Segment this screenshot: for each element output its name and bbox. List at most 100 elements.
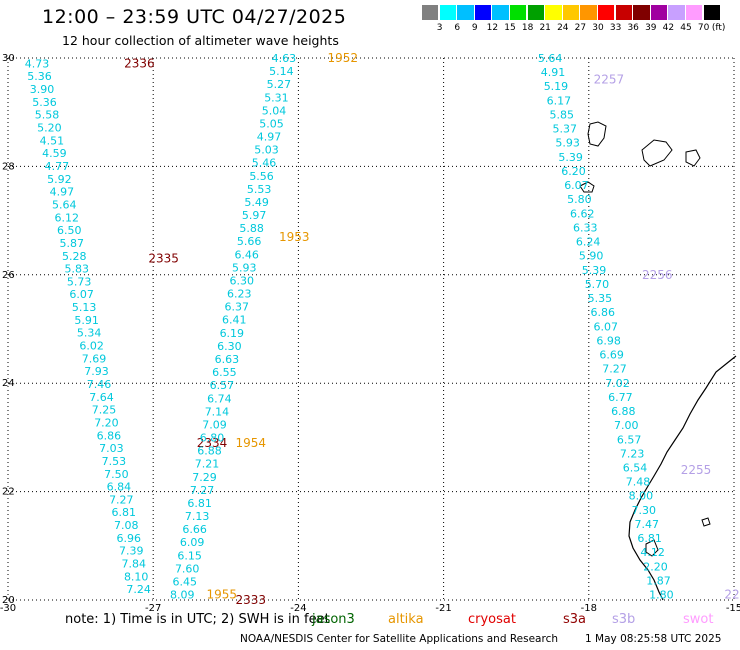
legend-label: 15	[504, 23, 516, 33]
wave-height-value: 7.46	[87, 378, 112, 391]
wave-height-value: 5.64	[538, 52, 563, 65]
wave-height-value: 6.07	[564, 179, 589, 192]
wave-height-value: 5.93	[555, 137, 580, 150]
wave-height-value: 7.24	[126, 583, 151, 596]
wave-height-value: 5.36	[32, 96, 57, 109]
wave-height-value: 6.84	[107, 481, 132, 494]
canary-island-1	[587, 121, 607, 147]
lon-tick-label: -24	[290, 603, 306, 614]
wave-height-value: 5.05	[259, 117, 284, 130]
lat-tick-label: 28	[2, 161, 15, 172]
legend-label: 33	[609, 23, 622, 33]
wave-height-value: 6.57	[617, 433, 642, 446]
legend-label: 24	[557, 23, 569, 33]
wave-height-value: 7.50	[104, 468, 129, 481]
legend-label: 36	[627, 23, 639, 33]
wave-height-value: 5.36	[27, 70, 52, 83]
pass-time-label: 2336	[124, 56, 155, 70]
lon-tick-label: -18	[581, 603, 597, 614]
wave-height-value: 7.23	[620, 447, 645, 460]
legend-label: 6	[454, 23, 461, 33]
satellite-jason3: jason3	[312, 612, 355, 627]
wave-height-value: 5.46	[252, 157, 277, 170]
lat-lon-grid	[7, 57, 735, 601]
canary-island-4	[579, 181, 595, 193]
canary-island-2	[641, 139, 673, 167]
legend-swatch	[545, 5, 562, 20]
wave-height-value: 7.47	[635, 518, 660, 531]
wave-height-value: 5.39	[558, 151, 583, 164]
wave-height-value: 6.15	[177, 549, 202, 562]
pass-time-label: 2255	[681, 463, 712, 477]
wave-height-value: 6.41	[222, 314, 247, 327]
wave-height-value: 7.27	[190, 484, 215, 497]
wave-height-value: 5.31	[264, 91, 289, 104]
wave-height-value: 5.58	[35, 109, 60, 122]
pass-time-label: 2333	[235, 593, 266, 607]
wave-height-value: 7.53	[102, 455, 127, 468]
wave-height-value: 7.02	[605, 377, 630, 390]
legend-swatch	[474, 5, 492, 20]
legend-swatch	[650, 5, 668, 20]
legend-label: 45	[680, 23, 692, 33]
pass-time-label: 2254	[724, 588, 740, 602]
satellite-s3b: s3b	[612, 612, 636, 627]
wave-height-value: 5.91	[74, 314, 99, 327]
wave-height-value: 4.97	[50, 186, 75, 199]
wave-height-value: 5.37	[552, 123, 577, 136]
wave-height-value: 5.70	[585, 278, 610, 291]
wave-height-value: 6.63	[215, 353, 240, 366]
wave-height-value: 6.30	[229, 274, 254, 287]
wave-height-value: 6.69	[599, 349, 624, 362]
wave-height-value: 8.00	[629, 490, 654, 503]
satellite-s3a: s3a	[563, 612, 587, 627]
wave-height-value: 6.98	[596, 334, 621, 347]
wave-height-value: 3.90	[30, 83, 55, 96]
wave-height-value: 4.91	[541, 66, 566, 79]
wave-height-value: 6.80	[200, 432, 225, 445]
wave-height-value: 7.69	[82, 352, 107, 365]
wave-height-value: 5.88	[239, 222, 264, 235]
wave-height-value: 5.53	[247, 183, 272, 196]
wave-height-value: 5.73	[67, 275, 92, 288]
wave-height-value: 5.20	[37, 122, 62, 135]
wave-height-value: 6.74	[207, 392, 232, 405]
canary-island-3	[685, 149, 701, 167]
lon-tick-label: -15	[726, 603, 740, 614]
pass-time-label: 2256	[642, 268, 673, 282]
legend-swatch	[510, 5, 527, 20]
wave-height-value: 5.27	[267, 78, 292, 91]
legend-swatch	[439, 5, 456, 20]
wave-height-value: 4.97	[257, 131, 282, 144]
wave-height-value: 5.56	[249, 170, 274, 183]
footer-note: note: 1) Time is in UTC; 2) SWH is in fe…	[65, 612, 330, 627]
wave-height-value: 7.09	[202, 418, 227, 431]
wave-height-value: 6.02	[79, 340, 104, 353]
wave-height-value: 8.10	[124, 570, 149, 583]
page-title: 12:00 – 23:59 UTC 04/27/2025	[42, 6, 347, 28]
wave-height-value: 5.04	[262, 104, 287, 117]
wave-height-value: 6.55	[212, 366, 237, 379]
wave-height-value: 6.30	[217, 340, 242, 353]
wave-height-value: 6.77	[608, 391, 633, 404]
wave-height-value: 6.24	[576, 236, 601, 249]
wave-height-value: 4.12	[640, 546, 665, 559]
wave-height-value: 7.20	[94, 416, 119, 429]
credit-text: NOAA/NESDIS Center for Satellite Applica…	[240, 633, 558, 645]
lat-tick-label: 20	[2, 595, 15, 606]
wave-height-value: 6.19	[220, 327, 245, 340]
satellite-altika: altika	[388, 612, 424, 627]
legend-label: 42	[662, 23, 675, 33]
cape-verde-island	[645, 539, 659, 557]
legend-unit: (ft)	[711, 23, 726, 33]
legend-label: 39	[645, 23, 657, 33]
pass-time-label: 2334	[197, 436, 228, 450]
lon-tick-label: -21	[435, 603, 451, 614]
altimeter-tracks: 4.735.363.905.365.585.204.514.594.775.92…	[25, 51, 740, 607]
legend-swatch	[703, 5, 720, 20]
wave-height-value: 1.87	[646, 574, 671, 587]
wave-height-value: 6.12	[55, 211, 80, 224]
pass-time-label: 1952	[327, 51, 358, 65]
wave-height-value: 5.97	[242, 209, 267, 222]
legend-label: 12	[486, 23, 499, 33]
